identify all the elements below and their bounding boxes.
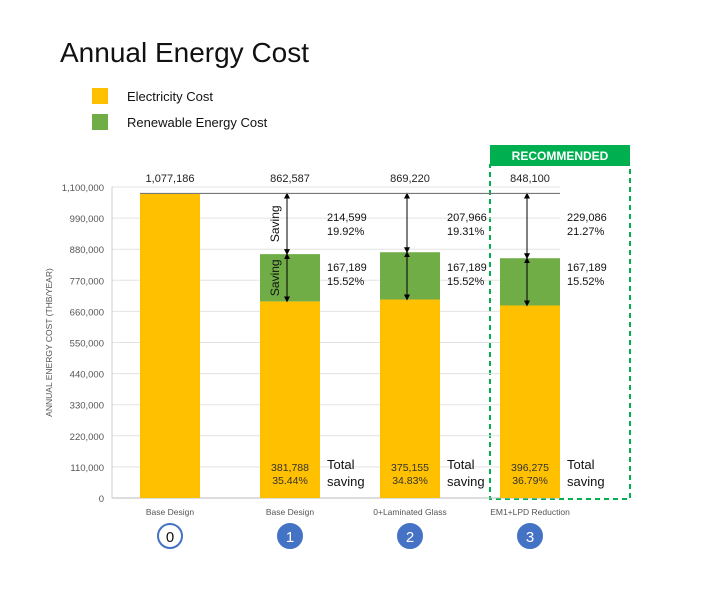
total-saving-label: saving (447, 474, 485, 489)
electric-saving-value: 229,086 (567, 212, 607, 224)
renewable-saving-pct: 15.52% (327, 276, 365, 288)
bar-segment-renewable (260, 254, 320, 302)
total-label: 1,077,186 (146, 173, 195, 185)
recommended-box (489, 164, 631, 500)
bar-segment-electricity (140, 193, 200, 498)
bar-segment-renewable (500, 258, 560, 306)
total-saving-label: saving (327, 474, 365, 489)
total-saving-pct: 35.44% (272, 475, 308, 487)
bar-segment-electricity (500, 305, 560, 498)
scenario-badge (157, 523, 183, 549)
scenario-number: 0 (166, 529, 174, 546)
category-label: Base Design (266, 507, 314, 517)
total-saving-label: Total (327, 457, 355, 472)
scenario-number: 1 (286, 529, 294, 546)
y-tick-label: 1,100,000 (62, 183, 104, 194)
renewable-saving-value: 167,189 (447, 262, 487, 274)
scenario-number: 2 (406, 529, 414, 546)
total-saving-value: 381,788 (271, 462, 309, 474)
bar-segment-electricity (260, 301, 320, 498)
bar-segment-renewable (380, 252, 440, 300)
saving-label: Saving (268, 205, 282, 242)
y-tick-label: 220,000 (70, 432, 104, 443)
saving-label: Saving (268, 259, 282, 296)
total-saving-label: Total (447, 457, 475, 472)
renewable-saving-value: 167,189 (327, 262, 367, 274)
total-saving-pct: 36.79% (512, 475, 548, 487)
y-tick-label: 330,000 (70, 401, 104, 412)
legend-swatch (92, 114, 108, 130)
legend-swatch (92, 88, 108, 104)
recommended-header (490, 145, 630, 166)
legend-label: Renewable Energy Cost (127, 115, 268, 130)
electric-saving-pct: 19.92% (327, 226, 365, 238)
electric-saving-value: 207,966 (447, 212, 487, 224)
y-tick-label: 990,000 (70, 214, 104, 225)
total-saving-value: 375,155 (391, 462, 429, 474)
y-tick-label: 550,000 (70, 339, 104, 350)
category-label: EM1+LPD Reduction (490, 507, 570, 517)
total-saving-value: 396,275 (511, 462, 549, 474)
recommended-label: RECOMMENDED (512, 149, 609, 163)
total-label: 869,220 (390, 173, 430, 185)
legend-label: Electricity Cost (127, 89, 213, 104)
renewable-saving-value: 167,189 (567, 262, 607, 274)
total-saving-pct: 34.83% (392, 475, 428, 487)
y-axis-label: ANNUAL ENERGY COST (THB/YEAR) (44, 268, 54, 417)
total-label: 862,587 (270, 173, 310, 185)
y-tick-label: 440,000 (70, 370, 104, 381)
y-tick-label: 0 (99, 494, 104, 505)
chart-title: Annual Energy Cost (60, 37, 309, 68)
total-label: 848,100 (510, 173, 550, 185)
scenario-badge (397, 523, 423, 549)
total-saving-label: Total (567, 457, 595, 472)
y-tick-label: 660,000 (70, 307, 104, 318)
scenario-badge (517, 523, 543, 549)
y-tick-label: 110,000 (70, 463, 104, 474)
category-label: 0+Laminated Glass (373, 507, 446, 517)
electric-saving-pct: 19.31% (447, 226, 485, 238)
y-tick-label: 880,000 (70, 245, 104, 256)
scenario-badge (277, 523, 303, 549)
scenario-number: 3 (526, 529, 534, 546)
electric-saving-value: 214,599 (327, 212, 367, 224)
total-saving-label: saving (567, 474, 605, 489)
category-label: Base Design (146, 507, 194, 517)
renewable-saving-pct: 15.52% (447, 276, 485, 288)
bar-segment-electricity (380, 299, 440, 498)
electric-saving-pct: 21.27% (567, 226, 605, 238)
renewable-saving-pct: 15.52% (567, 276, 605, 288)
y-tick-label: 770,000 (70, 276, 104, 287)
